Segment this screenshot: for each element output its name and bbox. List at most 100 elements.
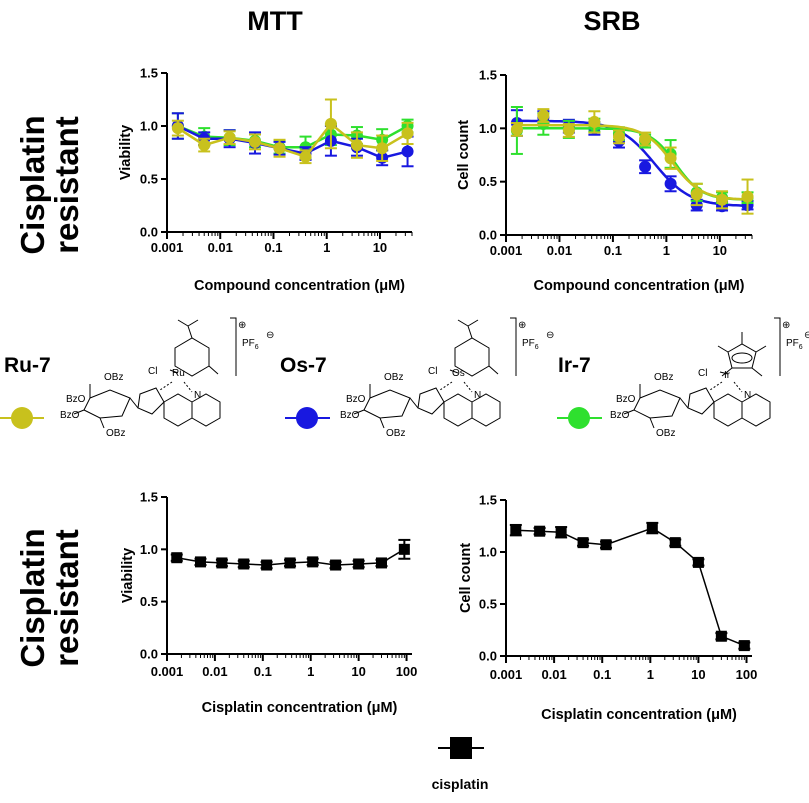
data-point	[612, 130, 625, 143]
row-label-top: Cisplatin resistant	[14, 115, 85, 254]
os7-cl-label: Cl	[428, 366, 437, 377]
os7-bzo-2: BzO	[340, 410, 360, 421]
series-line	[177, 124, 408, 160]
series-line	[177, 122, 409, 159]
x-tick-label: 1	[323, 240, 330, 255]
y-tick-label: 0.5	[479, 597, 497, 612]
ru7-plus: ⊕	[238, 320, 246, 331]
compound-name-os7: Os-7	[280, 354, 327, 377]
y-tick-label: 1.5	[479, 68, 497, 83]
data-point	[715, 630, 727, 642]
data-point	[577, 537, 589, 549]
data-point	[639, 160, 652, 173]
ir7-cl-label: Cl	[698, 368, 707, 379]
x-tick-label: 0.001	[490, 243, 523, 258]
x-tick-label: 10	[373, 240, 387, 255]
legend-marker-ru7	[0, 407, 44, 429]
ir7-minus: ⊖	[804, 330, 809, 341]
srb-header: SRB	[583, 6, 640, 36]
os7-n-label: N	[474, 390, 481, 401]
data-point	[273, 142, 286, 155]
data-point	[738, 640, 750, 652]
data-point	[261, 559, 273, 571]
ir7-bzo-1: BzO	[616, 394, 636, 405]
ir7-pf6-main: PF	[786, 338, 799, 349]
compound-name-ir7: Ir-7	[558, 354, 591, 377]
compound-legend: Ru-7 Os-7 Ir-7	[0, 354, 602, 429]
y-axis-title: Viability	[120, 548, 136, 603]
y-tick-label: 1.0	[479, 121, 497, 136]
data-point	[238, 558, 250, 570]
data-point	[198, 139, 211, 152]
data-point	[690, 188, 703, 201]
data-point	[555, 526, 567, 538]
data-point	[324, 117, 337, 130]
series-line	[177, 124, 409, 149]
ru7-obz-top: OBz	[104, 372, 123, 383]
os7-metal-label: Os	[452, 368, 465, 379]
y-tick-label: 1.0	[140, 542, 158, 557]
ru7-obz-bottom: OBz	[106, 428, 125, 439]
data-point	[401, 145, 414, 158]
chart-srb-cisplatin: 0.0 0.5 1.0 1.5 0.001 0.01 0.1 1 10 100 Cisplatin …	[458, 493, 757, 724]
structure-ir7: Cl Ir N OBz BzO BzO OBz ⊕ PF6 ⊖	[610, 317, 809, 439]
x-tick-label: 0.1	[593, 667, 611, 682]
y-tick-label: 1.5	[140, 66, 158, 81]
ru7-pf6-sub: 6	[255, 344, 259, 351]
x-tick-label: 1	[663, 243, 670, 258]
ru7-pf6: PF6	[242, 338, 259, 351]
fit-curve	[516, 119, 748, 207]
y-tick-label: 1.0	[479, 545, 497, 560]
data-point	[669, 537, 681, 549]
data-point	[600, 539, 612, 551]
data-point	[664, 177, 677, 190]
compound-name-ru7: Ru-7	[4, 354, 51, 377]
data-point	[375, 557, 387, 569]
os7-pf6-main: PF	[522, 338, 535, 349]
x-tick-label: 0.01	[208, 240, 233, 255]
y-tick-label: 0.5	[140, 172, 158, 187]
cisplatin-legend-label: cisplatin	[432, 776, 489, 792]
data-point	[534, 525, 546, 537]
ru7-minus: ⊖	[266, 330, 274, 341]
x-axis-title: Cisplatin concentration (μM)	[541, 707, 737, 723]
x-tick-label: 0.01	[202, 664, 227, 679]
data-point	[350, 139, 363, 152]
y-axis-title: Viability	[118, 125, 134, 180]
x-tick-label: 1	[307, 664, 314, 679]
data-point	[588, 115, 601, 128]
data-point	[330, 559, 342, 571]
ir7-n-label: N	[744, 390, 751, 401]
data-point	[646, 522, 658, 534]
y-axis-title: Cell count	[458, 543, 474, 613]
ru7-metal-label: Ru	[172, 368, 185, 379]
data-point	[664, 152, 677, 165]
ru7-n-label: N	[194, 390, 201, 401]
ir7-pf6: PF6	[786, 338, 803, 351]
data-point	[716, 193, 729, 206]
x-tick-label: 0.001	[151, 664, 184, 679]
series-cisplatin	[170, 538, 411, 571]
y-tick-label: 0.5	[479, 174, 497, 189]
os7-obz-bottom: OBz	[386, 428, 405, 439]
chart-mtt-cisplatin: 0.0 0.5 1.0 1.5 0.001 0.01 0.1 1 10 100 Cisplatin …	[120, 490, 417, 717]
data-point	[284, 557, 296, 569]
data-point	[353, 558, 365, 570]
data-point	[692, 556, 704, 568]
cisplatin-legend-square	[450, 737, 472, 759]
os7-pf6: PF6	[522, 338, 539, 351]
x-tick-label: 0.1	[604, 243, 622, 258]
y-axis-title: Cell count	[456, 120, 472, 190]
data-point	[194, 556, 206, 568]
series-ru7	[510, 108, 754, 215]
x-tick-label: 1	[647, 667, 654, 682]
ir7-obz-bottom: OBz	[656, 428, 675, 439]
y-tick-label: 1.0	[140, 119, 158, 134]
legend-marker-os7	[285, 407, 330, 429]
x-tick-label: 0.001	[490, 667, 523, 682]
data-point	[249, 135, 262, 148]
x-tick-label: 10	[691, 667, 705, 682]
x-tick-label: 10	[713, 243, 727, 258]
ir7-pf6-sub: 6	[799, 344, 803, 351]
